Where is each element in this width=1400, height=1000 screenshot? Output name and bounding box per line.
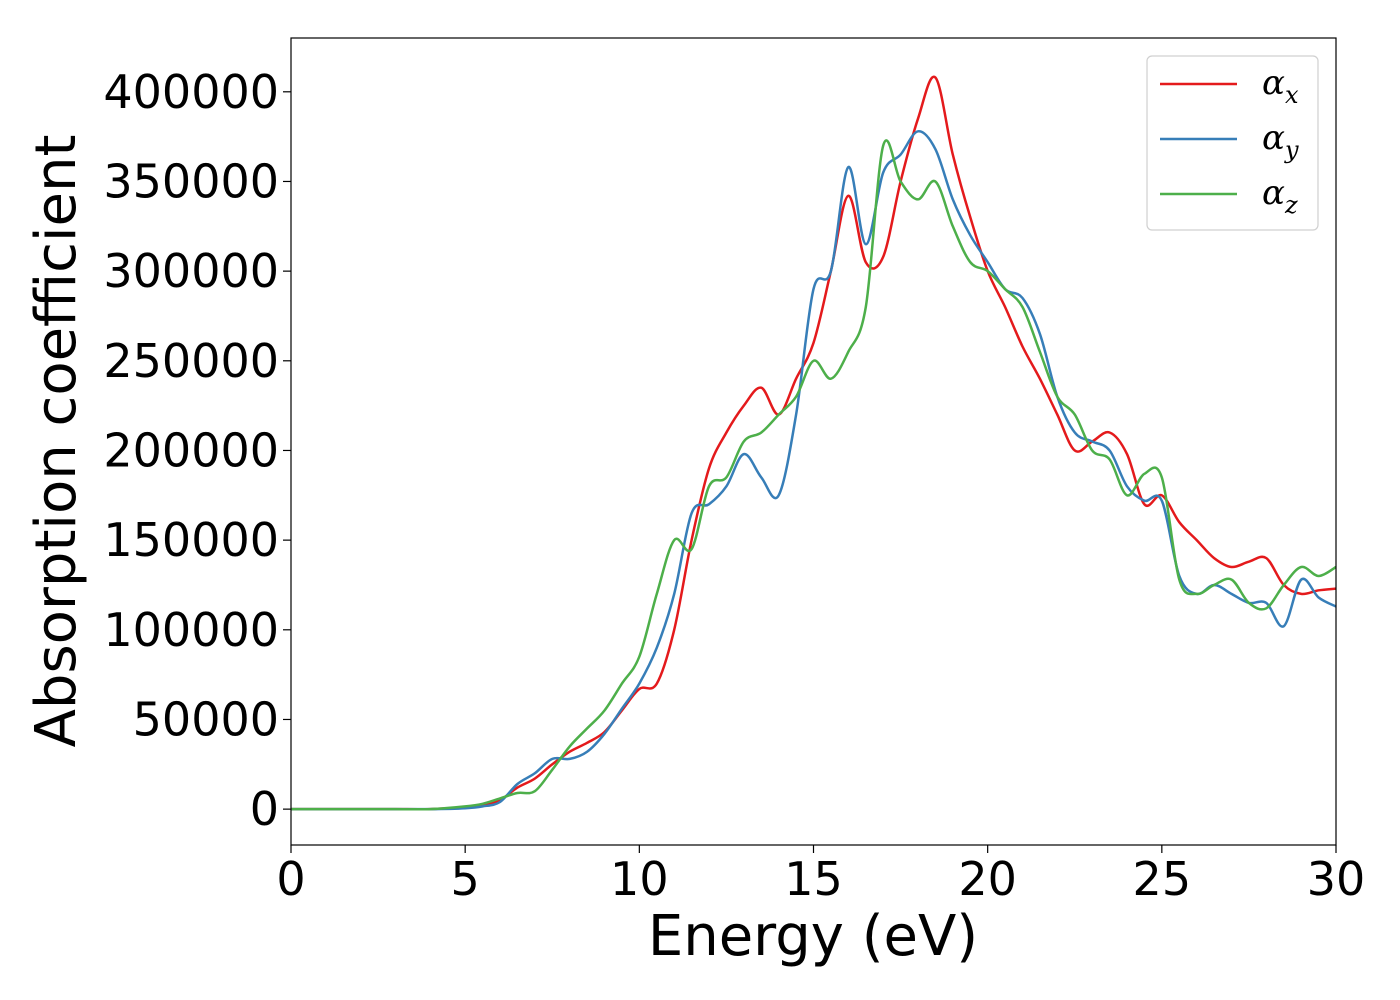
y-tick-label: 300000 [103,244,279,298]
y-tick-label: 200000 [103,423,279,477]
y-tick-label: 350000 [103,154,279,208]
y-tick-label: 250000 [103,334,279,388]
y-tick-label: 100000 [103,603,279,657]
y-tick-label: 0 [250,782,279,836]
x-axis-ticks: 0 5 10 15 20 25 30 [276,845,1365,906]
x-tick-label: 0 [276,852,305,906]
y-tick-label: 50000 [133,692,279,746]
series-line-alpha-z [290,139,1337,811]
series-lines [290,75,1337,811]
x-tick-label: 30 [1307,852,1366,906]
x-tick-label: 5 [451,852,480,906]
y-tick-label: 150000 [103,513,279,567]
y-axis-ticks: 0 50000 100000 150000 200000 250000 300000 3500… [103,65,291,836]
x-tick-label: 15 [784,852,843,906]
x-tick-label: 10 [610,852,669,906]
y-tick-label: 400000 [103,65,279,119]
legend-label-alpha-y: αy [1262,118,1299,164]
x-axis-title: Energy (eV) [648,904,978,969]
x-tick-label: 25 [1133,852,1192,906]
y-axis-title: Absorption coefficient [24,135,89,748]
legend-box [1146,55,1319,231]
series-line-alpha-x [290,75,1337,811]
x-tick-label: 20 [958,852,1017,906]
